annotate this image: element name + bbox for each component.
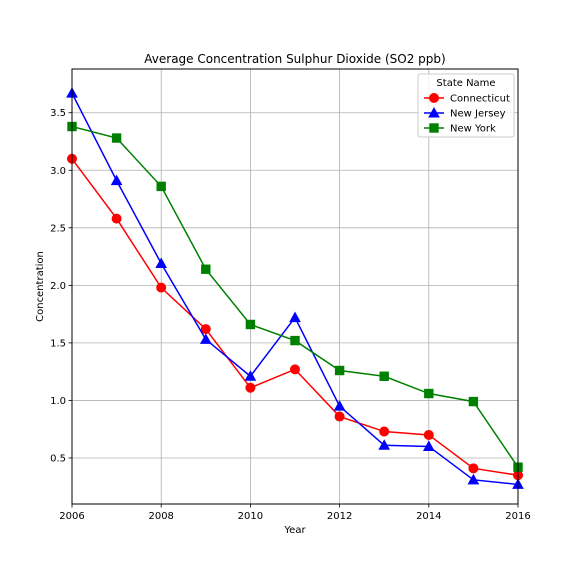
- x-tick-label: 2006: [59, 511, 84, 522]
- x-tick-label: 2014: [416, 511, 441, 522]
- y-tick-label: 1.5: [50, 338, 66, 349]
- data-point-new-jersey: [155, 257, 168, 268]
- series-new-jersey: [66, 87, 524, 489]
- ticks: 2006 2008 2010 2012 2014 2016 0.5 1.0 1.5 2.0 2.5 3…: [50, 108, 531, 522]
- y-axis-label: Concentration: [35, 251, 46, 322]
- y-tick-label: 2.0: [50, 281, 66, 292]
- data-point-new-york: [111, 133, 122, 143]
- legend-label-new-york: New York: [450, 124, 496, 135]
- legend-entry-new-york: New York: [424, 123, 496, 135]
- data-point-connecticut: [290, 364, 300, 375]
- x-tick-label: 2010: [238, 511, 263, 522]
- data-point-new-york: [245, 319, 256, 330]
- data-point-new-jersey: [244, 370, 257, 381]
- data-point-new-jersey: [199, 333, 212, 344]
- plot-frame: [71, 68, 519, 505]
- data-point-connecticut: [379, 426, 390, 437]
- data-point-new-york: [156, 181, 166, 192]
- legend-label-new-jersey: New Jersey: [450, 109, 506, 120]
- data-point-connecticut: [334, 411, 345, 422]
- series-connecticut: [67, 153, 523, 481]
- data-point-new-jersey: [289, 311, 301, 323]
- data-point-new-jersey: [467, 473, 480, 485]
- legend-entries: Connecticut New Jersey New York: [424, 93, 510, 135]
- series-layer: [66, 87, 524, 489]
- data-point-new-jersey: [333, 400, 346, 411]
- data-point-new-york: [334, 365, 345, 376]
- y-tick-label: 2.5: [50, 223, 66, 234]
- legend-box: [417, 73, 515, 138]
- legend-marker-new-york: [429, 123, 439, 133]
- legend: State Name Connecticut New Jersey New York: [417, 73, 515, 138]
- data-point-connecticut: [245, 382, 256, 393]
- data-point-new-york: [379, 371, 389, 381]
- x-axis-label: Year: [283, 525, 306, 536]
- data-point-new-jersey: [378, 439, 391, 450]
- data-point-new-jersey: [422, 440, 435, 451]
- legend-label-connecticut: Connecticut: [450, 94, 510, 105]
- series-new-york: [67, 121, 523, 472]
- x-tick-label: 2008: [148, 511, 173, 522]
- legend-entry-connecticut: Connecticut: [424, 93, 510, 105]
- legend-entry-new-jersey: New Jersey: [424, 106, 506, 120]
- series-line-new-york: [71, 125, 519, 468]
- chart-title: Average Concentration Sulphur Dioxide (S…: [144, 52, 445, 66]
- data-point-new-york: [468, 396, 479, 407]
- legend-marker-new-jersey: [428, 106, 440, 118]
- series-line-new-jersey: [71, 92, 519, 486]
- y-tick-label: 3.0: [50, 166, 66, 177]
- y-tick-label: 3.5: [50, 108, 66, 119]
- data-point-connecticut: [200, 324, 211, 335]
- x-tick-label: 2016: [505, 511, 530, 522]
- y-tick-label: 0.5: [50, 453, 66, 464]
- data-point-connecticut: [468, 463, 479, 474]
- data-point-new-jersey: [110, 174, 123, 186]
- data-point-new-york: [424, 388, 434, 399]
- legend-title: State Name: [436, 78, 495, 89]
- data-point-new-york: [201, 264, 211, 274]
- x-tick-label: 2012: [327, 511, 352, 522]
- data-point-connecticut: [423, 429, 434, 440]
- y-tick-label: 1.0: [50, 396, 66, 407]
- legend-marker-connecticut: [429, 93, 439, 103]
- data-point-connecticut: [111, 213, 122, 224]
- data-point-connecticut: [156, 282, 167, 293]
- data-point-new-york: [290, 335, 300, 346]
